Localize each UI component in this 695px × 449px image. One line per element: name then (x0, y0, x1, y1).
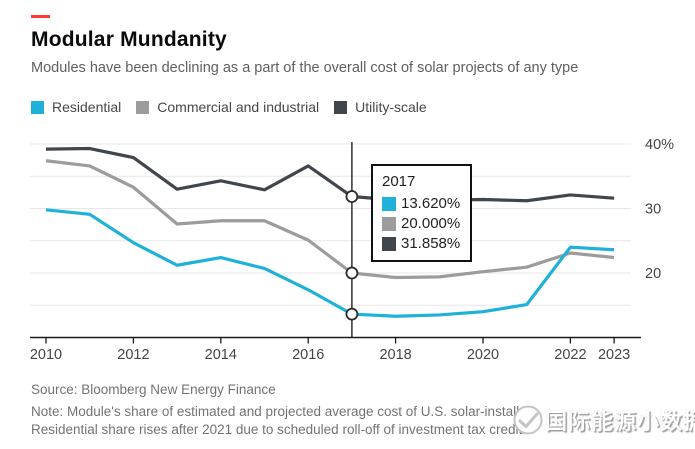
x-axis-label: 2018 (379, 347, 411, 363)
tooltip-row-utility: 31.858% (382, 235, 461, 252)
source-text: Source: Bloomberg New Energy Finance (31, 382, 276, 397)
note-line-2: Residential share rises after 2021 due t… (31, 422, 527, 437)
brand-accent-dash (31, 15, 50, 18)
legend-swatch-utility (334, 100, 348, 114)
watermark: 国际能源小数据 (511, 403, 695, 437)
legend-item-utility: Utility-scale (334, 99, 427, 115)
x-axis-label: 2012 (117, 347, 149, 363)
series-line-residential (45, 208, 615, 318)
series-line-commercial-and-industrial (45, 159, 615, 280)
chart-footer: Source: Bloomberg New Energy Finance Not… (31, 381, 533, 440)
chart-subtitle: Modules have been declining as a part of… (31, 60, 579, 76)
crosshair-marker (345, 266, 359, 280)
x-axis-label: 2022 (554, 347, 586, 363)
tooltip-swatch-residential (382, 196, 396, 211)
crosshair-marker (345, 307, 359, 321)
series-line-utility-scale (45, 146, 615, 203)
tooltip-row-residential: 13.620% (382, 195, 461, 212)
x-axis-label: 2023 (598, 347, 630, 363)
tooltip-value-residential: 13.620% (401, 195, 461, 212)
tooltip-value-utility: 31.858% (401, 235, 461, 252)
tooltip-value-commercial: 20.000% (401, 215, 461, 232)
tooltip-year: 2017 (382, 173, 416, 190)
legend-swatch-commercial (136, 100, 150, 114)
crosshair-tooltip: 2017 13.620% 20.000% 31.858% (371, 164, 472, 262)
watermark-logo-icon (513, 405, 543, 435)
x-axis-label: 2020 (467, 347, 499, 363)
y-axis-label: 40% (645, 137, 674, 153)
tooltip-swatch-utility (382, 236, 396, 251)
legend-label-commercial: Commercial and industrial (157, 99, 320, 115)
y-axis-label: 30 (645, 202, 661, 218)
legend-item-commercial: Commercial and industrial (136, 99, 319, 115)
y-axis-label: 20 (645, 266, 661, 282)
x-axis-label: 2016 (292, 347, 324, 363)
tooltip-swatch-commercial (382, 216, 396, 231)
x-axis-label: 2014 (205, 347, 237, 363)
legend-label-utility: Utility-scale (355, 99, 427, 115)
chart-legend: Residential Commercial and industrial Ut… (31, 99, 442, 115)
x-axis-label: 2010 (30, 347, 62, 363)
crosshair-marker (345, 190, 359, 203)
chart-title: Modular Mundanity (31, 28, 227, 51)
tooltip-row-commercial: 20.000% (382, 215, 461, 232)
note-line-1: Note: Module's share of estimated and pr… (31, 403, 534, 419)
watermark-text: 国际能源小数据 (545, 409, 695, 434)
legend-item-residential: Residential (31, 99, 121, 115)
legend-swatch-residential (31, 100, 44, 114)
legend-label-residential: Residential (52, 99, 122, 115)
